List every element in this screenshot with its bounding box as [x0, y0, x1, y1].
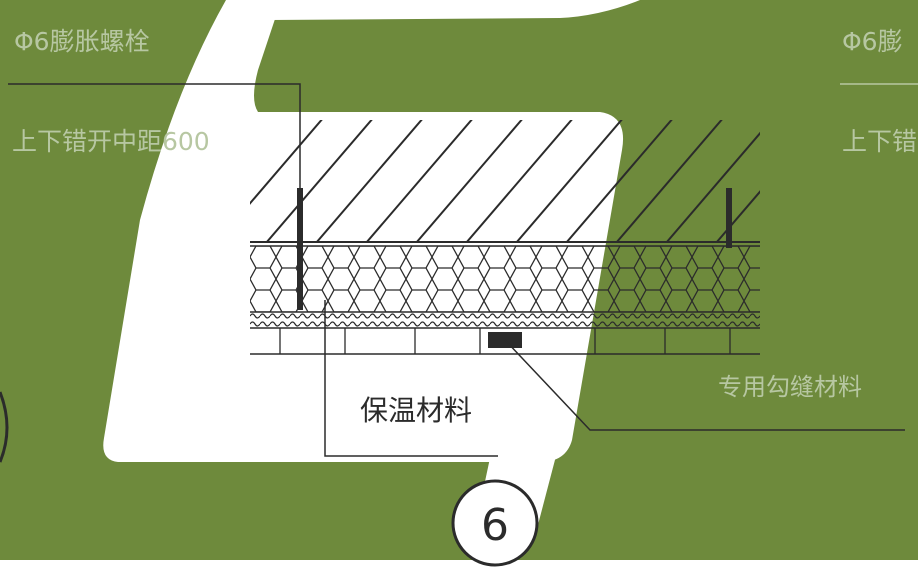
- mortar-layer: [250, 312, 760, 328]
- insulation-leader-line: [324, 300, 498, 457]
- bottom-margin: [0, 560, 918, 576]
- spacing-label-right: 上下错: [842, 127, 917, 156]
- detail-number: 6: [481, 500, 509, 551]
- bolt-leader-line: [8, 83, 301, 188]
- joint-material-label: 专用勾缝材料: [718, 373, 862, 401]
- top-white-strip: [258, 0, 640, 20]
- expansion-bolt-left: [297, 188, 303, 310]
- tile-layer: [250, 328, 760, 355]
- insulation-layer: [250, 246, 760, 312]
- expansion-bolt-right: [726, 188, 732, 248]
- bolt-label-right: Φ6膨: [842, 27, 903, 56]
- joint-leader-line: [504, 339, 905, 431]
- spacing-label: 上下错开中距600: [12, 127, 210, 156]
- bolt-label: Φ6膨胀螺栓: [14, 27, 150, 56]
- insulation-label: 保温材料: [360, 394, 472, 427]
- detail-number-circle: [451, 479, 539, 567]
- partial-circle-left: [0, 391, 9, 463]
